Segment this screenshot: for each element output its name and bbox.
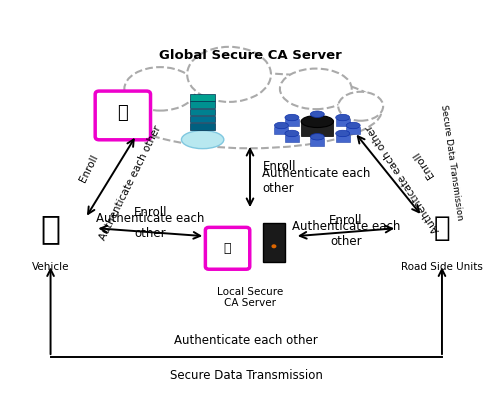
FancyBboxPatch shape (190, 123, 215, 130)
Ellipse shape (285, 130, 299, 137)
Ellipse shape (301, 116, 334, 128)
Ellipse shape (336, 114, 349, 121)
FancyBboxPatch shape (190, 109, 215, 115)
Circle shape (272, 244, 276, 248)
FancyBboxPatch shape (336, 119, 349, 126)
Text: Enroll: Enroll (262, 160, 296, 173)
Ellipse shape (310, 111, 324, 118)
Text: Enroll: Enroll (134, 206, 167, 219)
Text: Authenticate each other: Authenticate each other (174, 334, 318, 347)
FancyBboxPatch shape (95, 91, 150, 140)
Text: Enroll: Enroll (78, 153, 100, 184)
Ellipse shape (346, 122, 360, 129)
FancyBboxPatch shape (285, 119, 299, 126)
Text: Authenticate each
other: Authenticate each other (292, 220, 400, 248)
FancyBboxPatch shape (285, 135, 299, 142)
Text: 📡: 📡 (434, 214, 450, 242)
FancyBboxPatch shape (346, 127, 360, 135)
Ellipse shape (336, 130, 349, 137)
Text: Global Secure CA Server: Global Secure CA Server (158, 48, 342, 61)
Text: Local Secure
CA Server: Local Secure CA Server (217, 286, 283, 308)
Text: Authenticate each other: Authenticate each other (98, 124, 164, 242)
Text: Authenticate each
other: Authenticate each other (262, 167, 371, 195)
FancyBboxPatch shape (190, 94, 215, 101)
Text: Authenticate each other: Authenticate each other (364, 122, 442, 234)
Ellipse shape (124, 67, 196, 111)
FancyBboxPatch shape (310, 139, 324, 145)
Ellipse shape (274, 122, 288, 129)
FancyBboxPatch shape (206, 227, 250, 269)
Ellipse shape (104, 96, 146, 122)
Text: 📜: 📜 (224, 242, 232, 255)
FancyBboxPatch shape (310, 116, 324, 123)
Text: Road Side Units: Road Side Units (401, 262, 483, 272)
Text: Secure Data Transmission: Secure Data Transmission (440, 104, 464, 221)
Ellipse shape (310, 134, 324, 140)
FancyBboxPatch shape (274, 127, 288, 135)
Text: 📜: 📜 (118, 104, 128, 122)
Text: Authenticate each
other: Authenticate each other (96, 212, 204, 240)
FancyBboxPatch shape (263, 223, 285, 261)
FancyBboxPatch shape (190, 116, 215, 122)
Text: Secure Data Transmission: Secure Data Transmission (170, 369, 322, 382)
FancyBboxPatch shape (190, 101, 215, 108)
FancyBboxPatch shape (336, 135, 349, 142)
Ellipse shape (118, 73, 382, 148)
FancyBboxPatch shape (302, 122, 334, 136)
Ellipse shape (182, 130, 224, 149)
Ellipse shape (338, 92, 383, 121)
Text: Enroll: Enroll (411, 149, 436, 179)
Ellipse shape (285, 114, 299, 121)
Text: Vehicle: Vehicle (32, 262, 70, 272)
Ellipse shape (280, 69, 351, 109)
Text: Enroll: Enroll (329, 215, 362, 227)
Text: 🚙: 🚙 (40, 212, 60, 245)
Ellipse shape (187, 47, 271, 102)
